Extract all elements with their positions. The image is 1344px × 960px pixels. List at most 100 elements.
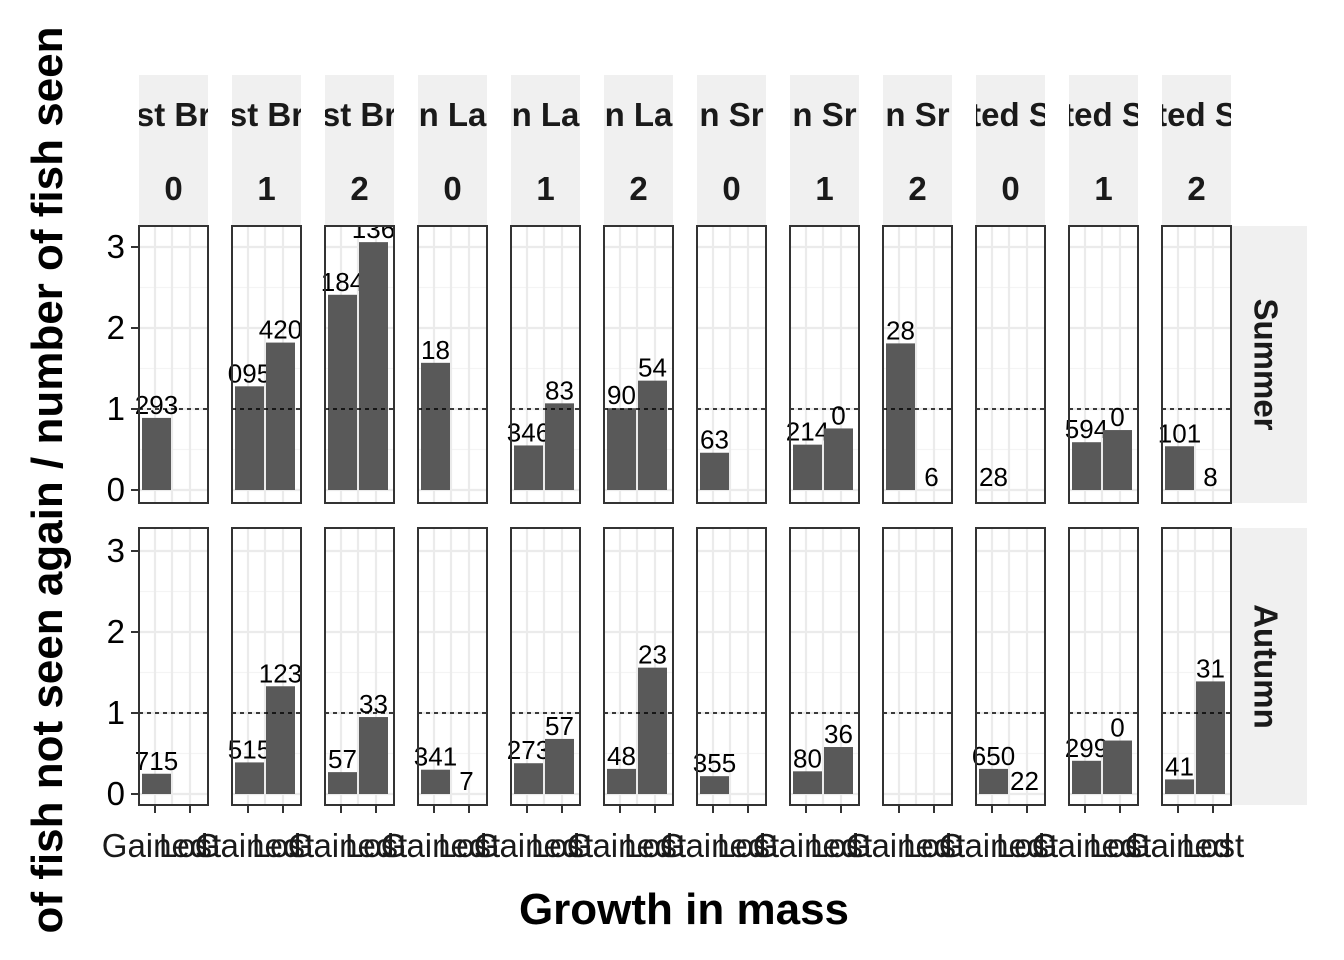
bar-label: 095 bbox=[228, 358, 271, 388]
panel-border bbox=[882, 225, 953, 504]
panel-background bbox=[883, 528, 952, 805]
panel-border bbox=[417, 527, 488, 806]
bar-label: 6 bbox=[924, 462, 938, 492]
bar bbox=[1165, 446, 1194, 490]
panel: 48 23 bbox=[603, 527, 674, 806]
panel: 355 bbox=[693, 527, 767, 806]
bar bbox=[1165, 779, 1194, 794]
column-strip: n La 1 bbox=[511, 75, 580, 226]
column-strip-background bbox=[511, 75, 580, 226]
bar-label: 715 bbox=[135, 746, 178, 776]
column-strip-level-label: 1 bbox=[536, 170, 554, 207]
panel: 28 6 bbox=[882, 225, 953, 504]
column-strip-group-label: n La bbox=[419, 96, 487, 133]
panel-border bbox=[417, 225, 488, 504]
column-strip: n Sr 0 bbox=[697, 75, 766, 226]
bar bbox=[886, 343, 915, 490]
bar-label: 90 bbox=[607, 380, 636, 410]
bar bbox=[793, 771, 822, 794]
bar bbox=[1072, 760, 1101, 794]
panel bbox=[882, 527, 953, 806]
x-tick-label: Lost bbox=[717, 827, 779, 864]
column-strip-group-label: n La bbox=[605, 96, 673, 133]
column-strip: st Br 1 bbox=[232, 75, 301, 226]
x-tick-label: Lost bbox=[252, 827, 314, 864]
y-axes: 0 1 2 3 0 1 2 3 bbox=[107, 228, 139, 812]
x-tick-label: Lost bbox=[903, 827, 965, 864]
bar-label: 33 bbox=[359, 689, 388, 719]
x-tick-label: Gained bbox=[753, 827, 859, 864]
panel-border bbox=[324, 225, 395, 504]
column-strip-background bbox=[604, 75, 673, 226]
bar-label: 57 bbox=[545, 711, 574, 741]
column-strip-level-label: 1 bbox=[1094, 170, 1112, 207]
panel: 594 0 bbox=[1065, 225, 1139, 504]
panel-border bbox=[882, 527, 953, 806]
panel-background bbox=[418, 528, 487, 805]
row-strip-label: Summer bbox=[1248, 298, 1285, 430]
bar-label: 184 bbox=[321, 267, 364, 297]
column-strip-group-label: n Sr bbox=[885, 96, 949, 133]
bar bbox=[142, 773, 171, 794]
panel-border bbox=[696, 527, 767, 806]
bar bbox=[700, 776, 729, 794]
bar-label: 293 bbox=[135, 390, 178, 420]
bar bbox=[328, 772, 357, 794]
bar bbox=[266, 342, 295, 490]
column-strip-background bbox=[232, 75, 301, 226]
panel-border bbox=[975, 225, 1046, 504]
bar bbox=[1196, 681, 1225, 794]
column-strip-level-label: 0 bbox=[164, 170, 182, 207]
bar-label: 23 bbox=[638, 640, 667, 670]
column-strip-group-label: n Sr bbox=[792, 96, 856, 133]
column-strip-level-label: 2 bbox=[1187, 170, 1205, 207]
bar-label: 273 bbox=[507, 735, 550, 765]
bar-label: 355 bbox=[693, 748, 736, 778]
panel-border bbox=[603, 527, 674, 806]
bar bbox=[235, 386, 264, 490]
bar bbox=[979, 768, 1008, 794]
bar-label: 63 bbox=[700, 425, 729, 455]
column-strip-background bbox=[139, 75, 208, 226]
panel-background bbox=[976, 226, 1045, 503]
column-strip-level-label: 1 bbox=[815, 170, 833, 207]
panel-background bbox=[976, 528, 1045, 805]
column-strip-background bbox=[1069, 75, 1138, 226]
bar bbox=[824, 428, 853, 490]
panel: 18 bbox=[417, 225, 488, 504]
panel: 184 136 bbox=[321, 225, 395, 504]
column-strip-background bbox=[976, 75, 1045, 226]
x-tick-label: Gained bbox=[288, 827, 394, 864]
x-tick-label: Lost bbox=[1182, 827, 1244, 864]
column-strip-group-label: st Br bbox=[136, 96, 211, 133]
bar bbox=[700, 452, 729, 490]
panel: 28 bbox=[975, 225, 1046, 504]
bar-label: 214 bbox=[786, 417, 829, 447]
bar bbox=[142, 417, 171, 490]
x-tick-label: Gained bbox=[474, 827, 580, 864]
bar-label: 28 bbox=[886, 315, 915, 345]
x-tick-label: Gained bbox=[939, 827, 1045, 864]
bar bbox=[545, 403, 574, 490]
bar bbox=[235, 762, 264, 794]
panel-border bbox=[1161, 225, 1232, 504]
x-tick-label: Gained bbox=[567, 827, 673, 864]
column-strip-level-label: 2 bbox=[908, 170, 926, 207]
bar bbox=[607, 408, 636, 490]
panel: 515 123 bbox=[228, 527, 302, 806]
bar-label: 0 bbox=[1110, 402, 1124, 432]
bar bbox=[359, 242, 388, 490]
bar bbox=[421, 362, 450, 490]
y-tick-label: 3 bbox=[107, 532, 125, 569]
column-strip: n La 0 bbox=[418, 75, 487, 226]
bar bbox=[1103, 430, 1132, 490]
x-axis-title: Growth in mass bbox=[519, 885, 849, 934]
